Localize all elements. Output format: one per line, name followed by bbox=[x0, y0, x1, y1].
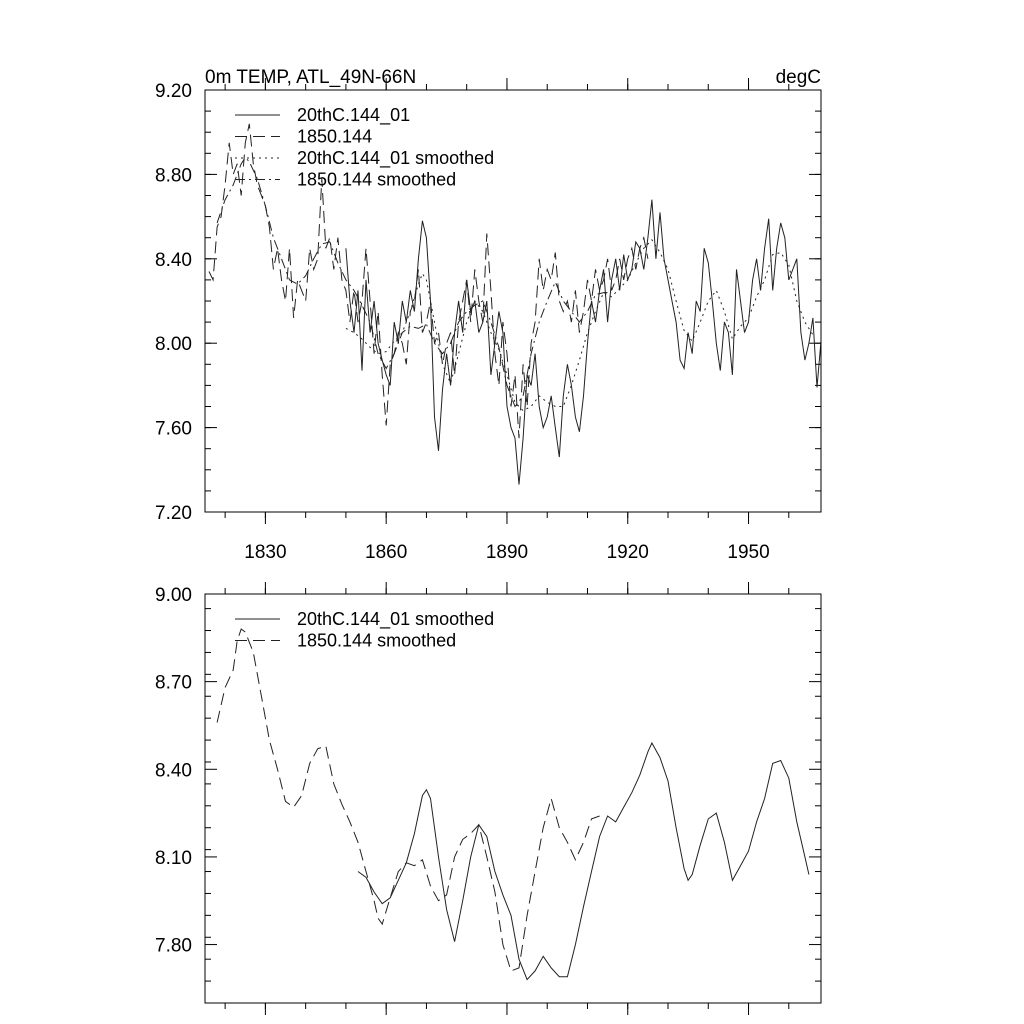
y-tick-label: 7.80 bbox=[155, 936, 192, 957]
title-right-units: degC bbox=[776, 67, 821, 88]
x-tick-label: 1950 bbox=[727, 542, 769, 563]
y-tick-label: 8.70 bbox=[155, 673, 192, 694]
series-line bbox=[208, 123, 649, 439]
series-line bbox=[345, 238, 814, 412]
y-tick-label: 8.10 bbox=[155, 848, 192, 869]
y-tick-label: 8.40 bbox=[155, 250, 192, 271]
x-tick-label: 1830 bbox=[244, 542, 286, 563]
y-tick-label: 7.60 bbox=[155, 419, 192, 440]
series-line bbox=[216, 628, 600, 972]
legend-label: 20thC.144_01 smoothed bbox=[297, 609, 494, 630]
top-panel: 0m TEMP, ATL_49N-66N degC 7.20 7.60 8.00 8.… bbox=[155, 67, 822, 563]
x-tick-label: 1860 bbox=[365, 542, 407, 563]
legend-label: 20thC.144_01 smoothed bbox=[297, 148, 494, 169]
x-tick-label: 1890 bbox=[486, 542, 528, 563]
legend-label: 20thC.144_01 bbox=[297, 105, 410, 126]
legend-label: 1850.144 smoothed bbox=[297, 170, 456, 190]
y-tick-label: 9.20 bbox=[155, 81, 192, 102]
bottom-panel: 7.80 8.10 8.40 8.70 9.00 20thC.144_01 smooth… bbox=[155, 582, 822, 1015]
series-line bbox=[216, 156, 612, 408]
y-tick-label: 8.80 bbox=[155, 165, 192, 186]
y-tick-label: 7.20 bbox=[155, 503, 192, 524]
y-tick-label: 9.00 bbox=[155, 585, 192, 606]
legend-label: 1850.144 bbox=[297, 127, 372, 147]
series-line bbox=[345, 199, 822, 485]
y-tick-label: 8.40 bbox=[155, 760, 192, 781]
plot-frame bbox=[204, 89, 822, 513]
y-tick-label: 8.00 bbox=[155, 334, 192, 355]
plot-frame bbox=[204, 593, 822, 1004]
title-left: 0m TEMP, ATL_49N-66N bbox=[205, 67, 416, 88]
legend-label: 1850.144 smoothed bbox=[297, 631, 456, 651]
x-tick-label: 1920 bbox=[607, 542, 649, 563]
series-line bbox=[357, 741, 810, 981]
